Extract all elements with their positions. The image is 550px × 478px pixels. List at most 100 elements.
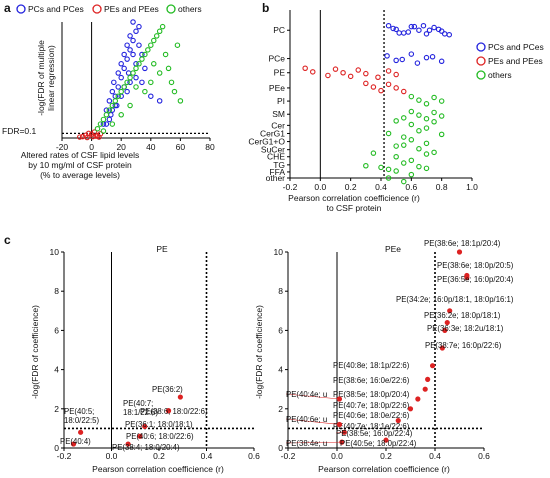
panel-a-point — [148, 93, 154, 99]
panel-a-point — [151, 37, 157, 44]
panel-a-point — [171, 88, 178, 95]
panel-b-point — [400, 160, 407, 166]
panel-c2-x-tick-label: 0.4 — [429, 451, 441, 461]
panel-c1-x-tick-label: 0.4 — [201, 451, 213, 461]
panel-b-point — [416, 27, 422, 33]
panel-c2-point-label: PE(38:6e; 18:1p/20:4) — [424, 239, 501, 248]
panel-b-category-label: CerG1 — [260, 128, 285, 138]
panel-c2-x-tick-label: 0.6 — [478, 451, 490, 461]
panel-a-point — [124, 79, 130, 86]
panel-b-point — [431, 149, 437, 156]
panel-b-point — [416, 97, 422, 103]
panel-c1-x-tick-label: 0.6 — [248, 451, 260, 461]
legend-other-label: others — [178, 4, 202, 14]
panel-b-point — [423, 31, 430, 37]
panel-b-x-tick-label: -0.2 — [283, 182, 298, 192]
panel-b-point — [431, 94, 437, 101]
panel-a-point — [109, 88, 116, 95]
panel-c2-y-tick-label: 2 — [278, 404, 283, 414]
panel-b-point — [408, 171, 415, 178]
legend-pe-label: PEs and PEes — [104, 4, 159, 14]
panel-b-point — [393, 57, 399, 64]
panel-c2-point — [415, 396, 421, 402]
panel-c2-point — [444, 319, 450, 326]
panel-a-point — [100, 128, 107, 134]
panel-c1-point-label: PE(40:5; — [64, 407, 94, 416]
panel-b-category-label: SuCer — [261, 145, 285, 155]
panel-c2-point-label: PE(38:5e; 18:0p/20:4) — [333, 390, 410, 399]
panel-b-point — [340, 69, 346, 76]
panel-a-xlabel-2: by 10 mg/ml of CSF protein — [28, 160, 132, 170]
panel-c2-point-label: PE(38:7e; 16:0p/22:6) — [425, 341, 502, 350]
panel-b-point — [438, 113, 445, 119]
panel-c2-point-label: PE(40:7e; 18:1e/22:6) — [333, 422, 410, 431]
panel-b-point — [423, 101, 430, 107]
panel-c2-leader-line — [285, 418, 340, 425]
panel-b-chart: PC PCe PE PEe PI SMCerCerG1CerG1+OSuCerCHETGF… — [248, 10, 544, 213]
panel-c1-y-tick-label: 4 — [54, 365, 59, 375]
panel-c1-x-tick-label: 0.2 — [153, 451, 165, 461]
panel-a-point — [118, 112, 124, 118]
legend-b-pc-label: PCs and PCes — [488, 42, 544, 52]
panel-b-point — [405, 29, 412, 35]
panel-b-point — [416, 128, 422, 134]
panel-label-b: b — [262, 1, 269, 15]
panel-label-a: a — [4, 1, 11, 15]
panel-a-point — [109, 102, 116, 109]
panel-a-point — [133, 65, 139, 72]
panel-b-point — [363, 162, 369, 169]
panel-c1-y-tick-label: 10 — [50, 247, 60, 257]
panel-a-point — [168, 79, 175, 86]
panel-a-point — [121, 65, 127, 72]
panel-b-point — [393, 85, 399, 91]
panel-b-xlabel-1: Pearson correlation coefficience (r) — [288, 193, 420, 203]
panel-c1-x-tick-label: 0.0 — [106, 451, 118, 461]
panel-a-point — [90, 133, 96, 140]
panel-b-point — [431, 119, 437, 125]
panel-a-point — [118, 74, 124, 81]
panel-a-point — [156, 98, 163, 104]
panel-b-point — [408, 121, 415, 128]
panel-c1-point — [142, 423, 148, 430]
panel-b-point — [393, 71, 399, 78]
panel-a-point — [156, 70, 163, 76]
panel-c2-point — [395, 417, 401, 424]
panel-b-point — [400, 88, 407, 95]
panel-b-point — [400, 178, 407, 185]
panel-b-point — [393, 143, 399, 149]
panel-b-point — [399, 56, 405, 63]
panel-b-point — [370, 150, 377, 156]
panel-c1-ylabel: -log(FDR of coefficience) — [30, 305, 40, 399]
panel-b-point — [385, 81, 392, 88]
panel-b-point — [408, 157, 415, 164]
panel-b-point — [363, 70, 369, 77]
panel-c2-point — [336, 421, 343, 428]
panel-c1-y-tick-label: 2 — [54, 404, 59, 414]
panel-a-point — [153, 33, 160, 39]
legend-b-pe-marker — [476, 56, 486, 66]
panel-b-point — [431, 109, 437, 116]
panel-a-point — [121, 51, 127, 58]
panel-c2-point — [383, 437, 389, 443]
panel-b-category-label: PCe — [268, 54, 285, 64]
panel-a-point — [106, 98, 113, 104]
panel-c1-point — [177, 394, 183, 400]
panel-c2-point — [464, 274, 470, 281]
panel-a-point — [136, 61, 142, 67]
panel-a-point — [127, 74, 133, 81]
panel-a-point — [100, 116, 107, 123]
panel-c2-point-label: PE(34:2e; 16:0p/18:1, 18:0p/16:1) — [396, 295, 514, 304]
panel-c2-y-tick-label: 4 — [278, 365, 283, 375]
panel-c2-point-label: PE(40:7e; 18:0p/22:6) — [333, 401, 410, 410]
panel-c2-point — [339, 439, 345, 445]
panel-b-point — [408, 23, 415, 30]
panel-a-point — [121, 84, 127, 90]
panel-c1-y-tick-label: 6 — [54, 325, 59, 335]
panel-c2-leader-line — [285, 393, 340, 400]
panel-c2-xlabel: Pearson correlation coefficience (r) — [318, 464, 450, 474]
legend-pc-marker — [16, 4, 26, 14]
panel-a-ylabel-2: linear regression) — [46, 45, 56, 111]
panel-b-point — [438, 58, 445, 65]
legend-pe-marker — [92, 4, 102, 14]
panel-c1-point — [125, 441, 131, 447]
